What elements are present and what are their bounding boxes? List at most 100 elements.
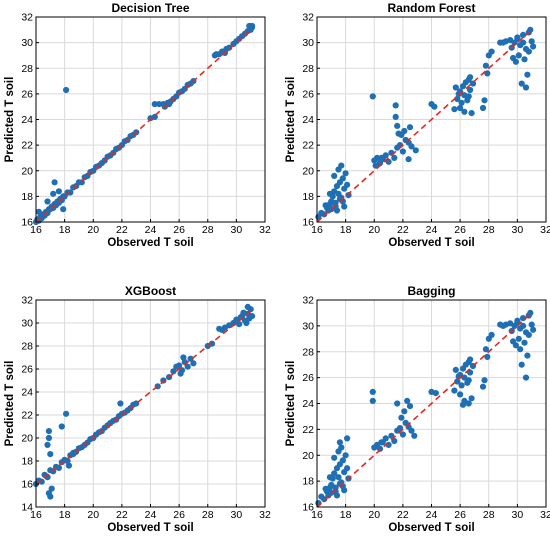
data-point: [399, 431, 406, 438]
data-point: [452, 366, 459, 373]
chart-title: Random Forest: [387, 1, 475, 15]
data-point: [521, 56, 528, 63]
data-point: [335, 474, 342, 481]
y-tick-label: 26: [302, 88, 314, 100]
data-point: [431, 103, 438, 110]
data-point: [522, 84, 530, 91]
chart-bagging: 16 18 20 22 24 26 28 30 32 16 18 20 22 24 26 28 30 32 Bagg…: [285, 284, 550, 534]
data-point: [156, 101, 163, 108]
data-point: [394, 122, 401, 129]
x-tick-label: 26: [454, 509, 466, 521]
data-point: [331, 454, 338, 461]
x-tick-label: 20: [368, 509, 380, 521]
data-point: [457, 104, 464, 112]
data-point: [376, 445, 384, 452]
x-tick-label: 32: [540, 224, 550, 236]
y-tick-label: 28: [21, 341, 33, 353]
data-point: [482, 346, 489, 353]
y-tick-label: 16: [21, 479, 33, 491]
data-point: [451, 387, 458, 394]
data-point: [342, 452, 349, 459]
data-point: [378, 439, 385, 446]
data-point: [452, 84, 459, 91]
y-tick-label: 14: [21, 502, 33, 514]
x-tick-label: 20: [87, 509, 99, 521]
data-point: [326, 190, 333, 197]
data-point: [336, 439, 343, 446]
x-axis-label: Observed T soil: [388, 237, 474, 249]
y-tick-label: 18: [302, 476, 314, 488]
data-point: [405, 156, 412, 163]
data-point: [341, 203, 348, 210]
data-point: [520, 315, 527, 322]
x-tick-label: 32: [259, 224, 271, 236]
data-point: [44, 198, 51, 205]
chart-title: Decision Tree: [111, 1, 189, 15]
y-tick-label: 20: [21, 433, 33, 445]
data-point: [249, 22, 256, 30]
data-point: [328, 489, 335, 496]
data-point: [451, 106, 458, 113]
data-point: [479, 104, 487, 112]
y-tick-label: 16: [302, 502, 314, 514]
y-tick-label: 16: [21, 217, 33, 229]
x-tick-label: 30: [512, 509, 524, 521]
data-point: [399, 148, 406, 155]
data-point: [45, 428, 53, 435]
data-point: [339, 175, 346, 182]
data-point: [458, 382, 465, 389]
data-point: [333, 492, 341, 499]
x-tick-label: 30: [512, 224, 524, 236]
data-point: [459, 401, 467, 408]
x-tick-label: 20: [87, 224, 99, 236]
y-tick-label: 32: [302, 12, 314, 24]
x-tick-label: 24: [426, 509, 438, 521]
reference-line: [316, 312, 533, 508]
data-point: [331, 172, 338, 179]
y-tick-label: 22: [21, 410, 33, 422]
data-point: [70, 449, 77, 456]
x-tick-label: 22: [397, 509, 409, 521]
data-point: [44, 441, 51, 448]
data-point: [521, 339, 528, 346]
data-point: [454, 378, 461, 385]
data-point: [488, 331, 495, 338]
y-tick-label: 22: [302, 424, 314, 436]
y-axis-label: Predicted T soil: [285, 77, 297, 163]
data-point: [525, 331, 532, 338]
data-point: [51, 179, 58, 186]
data-point: [338, 162, 345, 169]
data-point: [166, 101, 173, 108]
data-point: [333, 207, 341, 214]
data-point: [184, 363, 191, 370]
data-point: [345, 192, 352, 199]
y-tick-label: 20: [302, 165, 314, 177]
y-axis-label: Predicted T soil: [4, 77, 16, 163]
data-point: [509, 54, 517, 62]
data-point: [454, 95, 461, 103]
x-tick-label: 26: [454, 224, 466, 236]
x-tick-label: 16: [30, 509, 42, 521]
data-point: [509, 338, 517, 345]
x-tick-label: 28: [483, 224, 495, 236]
data-point: [520, 31, 527, 38]
x-axis-label: Observed T soil: [107, 237, 193, 249]
x-tick-label: 16: [30, 224, 42, 236]
data-point: [432, 390, 439, 397]
x-tick-label: 18: [59, 509, 71, 521]
data-point: [394, 400, 401, 407]
chart-random-forest: 16 18 20 22 24 26 28 30 32 16 18 20 22 24 26 28 30 32 Rand…: [285, 1, 550, 249]
y-tick-label: 24: [21, 387, 33, 399]
data-point: [244, 303, 251, 310]
x-tick-label: 22: [116, 509, 128, 521]
y-tick-label: 30: [21, 318, 33, 330]
y-tick-label: 32: [302, 295, 314, 307]
data-point: [481, 377, 488, 384]
data-point: [455, 90, 462, 97]
data-point: [467, 86, 474, 94]
data-point: [65, 462, 72, 469]
data-point: [374, 154, 381, 161]
data-point: [45, 434, 53, 442]
data-point: [482, 62, 489, 69]
x-tick-label: 26: [173, 224, 185, 236]
